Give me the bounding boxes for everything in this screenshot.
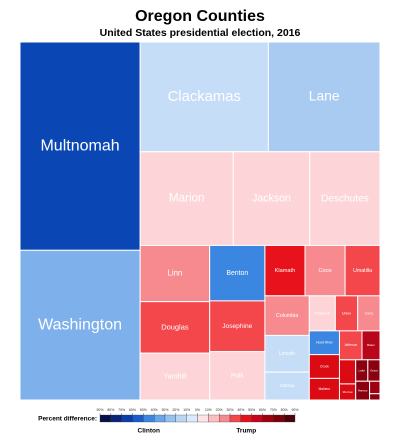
legend-swatch — [262, 414, 274, 423]
chart-subtitle: United States presidential election, 201… — [100, 27, 301, 39]
legend-swatch — [186, 414, 198, 423]
tile-label: Josephine — [222, 323, 252, 330]
tile-label: Lane — [309, 88, 340, 104]
legend-tick-label: 50% — [140, 408, 147, 412]
tile — [264, 244, 306, 297]
tile — [338, 359, 357, 385]
legend-swatch — [251, 414, 263, 423]
tile-label: Linn — [168, 269, 183, 278]
legend-swatch — [164, 414, 176, 423]
legend-tick-label: 80% — [107, 408, 114, 412]
legend-tick-label: 80% — [281, 408, 288, 412]
tile-label: Baker — [367, 343, 375, 347]
legend-tick-label: 60% — [129, 408, 136, 412]
tile — [209, 351, 266, 401]
legend-swatch — [197, 414, 209, 423]
legend-tick-label: 30% — [161, 408, 168, 412]
tile-label: Polk — [231, 373, 244, 380]
tile-label: Union — [342, 311, 351, 315]
legend-tick-label: 0% — [195, 408, 200, 412]
legend-swatch — [154, 414, 166, 423]
tile-label: Yamhill — [163, 372, 186, 380]
tile — [308, 295, 336, 332]
tile-label: Benton — [226, 270, 248, 277]
legend-tick-label: 70% — [118, 408, 125, 412]
tile-label: Douglas — [161, 322, 189, 331]
legend-tick-label: 20% — [216, 408, 223, 412]
legend-tick-label: 40% — [151, 408, 158, 412]
legend-swatch — [284, 414, 296, 423]
tile-label: Columbia — [276, 313, 298, 319]
tile-label: Coos — [318, 268, 331, 274]
tile — [264, 334, 310, 373]
legend-swatch — [143, 414, 155, 423]
legend-swatch — [121, 414, 133, 423]
tile-label: Curry — [365, 311, 374, 315]
tile — [209, 300, 266, 353]
legend-swatch — [132, 414, 144, 423]
legend-tick-label: 50% — [248, 408, 255, 412]
tile-label: Deschutes — [321, 193, 369, 204]
tile-label: Morrow — [343, 390, 354, 394]
tile-label: Tillamook — [314, 311, 330, 315]
legend-swatch — [110, 414, 122, 423]
tile-label: Klamath — [275, 268, 296, 274]
legend-swatch — [240, 414, 252, 423]
tile-label: Hood River — [316, 341, 334, 345]
legend-title: Percent difference: — [38, 416, 97, 423]
legend-tick-label: 10% — [205, 408, 212, 412]
tile — [19, 41, 141, 251]
tile-label: Umatilla — [353, 268, 372, 274]
tile — [139, 41, 269, 153]
legend-left-label: Clinton — [138, 428, 160, 435]
tile-label: Multnomah — [40, 137, 119, 154]
tile — [369, 380, 381, 395]
tile — [19, 249, 141, 401]
tile-label: Harney — [358, 388, 368, 392]
tile-label: Malheur — [319, 387, 331, 391]
tile — [264, 295, 310, 336]
legend-swatch — [99, 414, 111, 423]
tile — [267, 41, 381, 153]
legend-tick-label: 10% — [183, 408, 190, 412]
legend-swatch — [273, 414, 285, 423]
tile-label: Lake — [359, 368, 366, 372]
tile-label: Jefferson — [344, 343, 357, 347]
tile-label: Lincoln — [279, 351, 295, 357]
legend-tick-label: 70% — [270, 408, 277, 412]
tile — [344, 244, 381, 297]
tile-label: Grant — [370, 368, 378, 372]
legend-swatch — [229, 414, 241, 423]
tile-label: Clackamas — [168, 89, 241, 105]
chart-title: Oregon Counties — [135, 8, 265, 25]
tile-label: Washington — [38, 316, 122, 333]
legend-tick-label: 60% — [259, 408, 266, 412]
tile — [264, 371, 310, 401]
tile — [139, 151, 234, 246]
legend-swatch — [219, 414, 231, 423]
tile-label: Clatsop — [280, 383, 295, 388]
legend-tick-label: 30% — [226, 408, 233, 412]
tile — [232, 151, 311, 246]
tile — [139, 352, 211, 401]
legend-swatch — [175, 414, 187, 423]
legend-tick-label: 20% — [172, 408, 179, 412]
tile — [139, 244, 211, 303]
legend-tick-label: 40% — [237, 408, 244, 412]
tile — [369, 393, 381, 401]
legend-right-label: Trump — [236, 428, 256, 435]
legend-swatch — [208, 414, 220, 423]
tile-label: Jackson — [252, 192, 291, 204]
legend-tick-label: 90% — [96, 408, 103, 412]
tile-label: Crook — [320, 364, 329, 368]
legend-tick-label: 90% — [291, 408, 298, 412]
tile-label: Marion — [169, 192, 205, 205]
